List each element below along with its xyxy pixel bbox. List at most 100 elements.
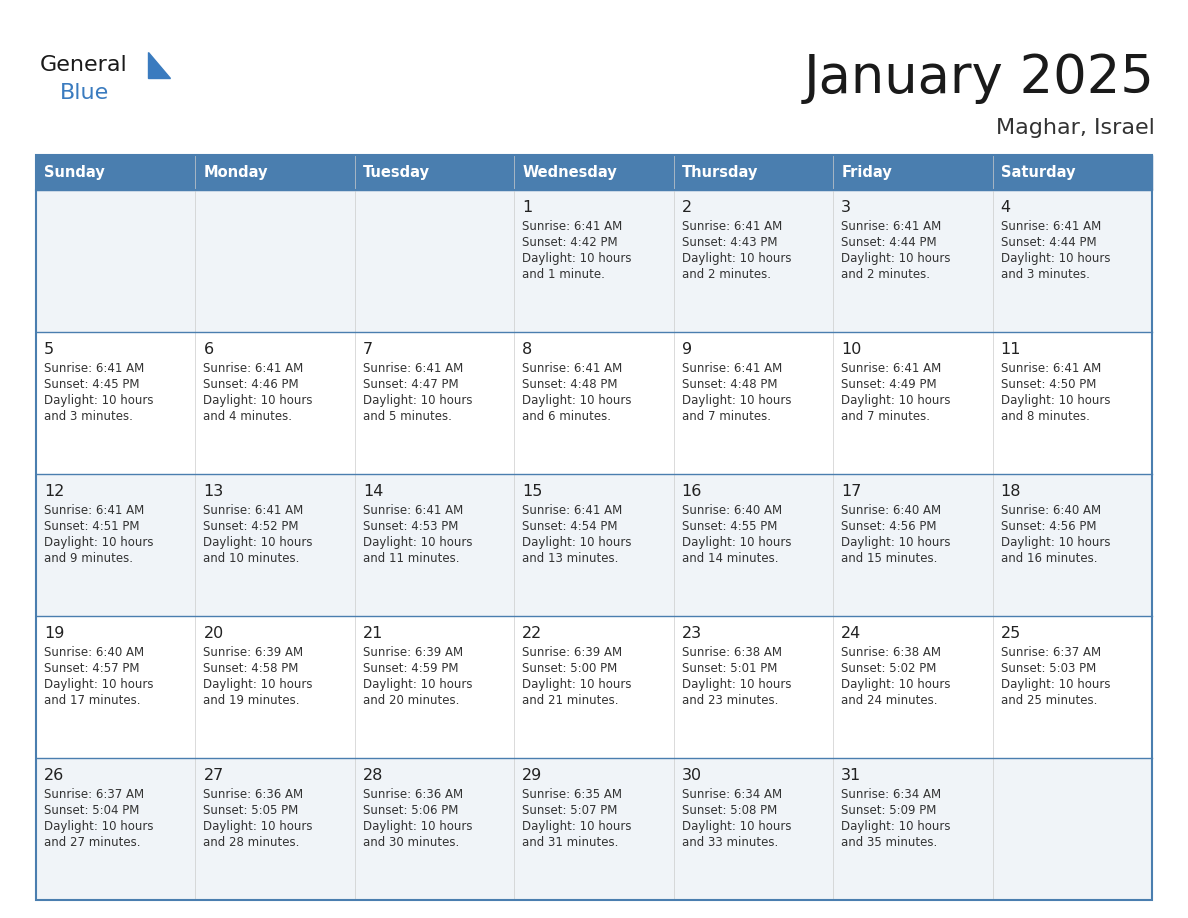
FancyBboxPatch shape (833, 758, 992, 900)
Text: Wednesday: Wednesday (523, 165, 617, 180)
Text: Sunrise: 6:41 AM
Sunset: 4:52 PM
Daylight: 10 hours
and 10 minutes.: Sunrise: 6:41 AM Sunset: 4:52 PM Dayligh… (203, 504, 312, 565)
FancyBboxPatch shape (992, 155, 1152, 190)
Text: Sunrise: 6:41 AM
Sunset: 4:53 PM
Daylight: 10 hours
and 11 minutes.: Sunrise: 6:41 AM Sunset: 4:53 PM Dayligh… (362, 504, 473, 565)
Text: 25: 25 (1000, 626, 1020, 641)
Text: 19: 19 (44, 626, 64, 641)
Text: Sunrise: 6:41 AM
Sunset: 4:51 PM
Daylight: 10 hours
and 9 minutes.: Sunrise: 6:41 AM Sunset: 4:51 PM Dayligh… (44, 504, 153, 565)
Text: 16: 16 (682, 484, 702, 499)
Text: Monday: Monday (203, 165, 268, 180)
FancyBboxPatch shape (355, 332, 514, 474)
Text: 31: 31 (841, 768, 861, 783)
Text: 17: 17 (841, 484, 861, 499)
Text: 18: 18 (1000, 484, 1020, 499)
Text: 2: 2 (682, 200, 691, 215)
Text: 27: 27 (203, 768, 223, 783)
Text: 1: 1 (523, 200, 532, 215)
FancyBboxPatch shape (196, 616, 355, 758)
Text: General: General (40, 55, 128, 75)
Text: 9: 9 (682, 342, 691, 357)
FancyBboxPatch shape (514, 332, 674, 474)
FancyBboxPatch shape (992, 758, 1152, 900)
Text: 23: 23 (682, 626, 702, 641)
Text: Sunrise: 6:41 AM
Sunset: 4:44 PM
Daylight: 10 hours
and 3 minutes.: Sunrise: 6:41 AM Sunset: 4:44 PM Dayligh… (1000, 220, 1110, 281)
Text: 20: 20 (203, 626, 223, 641)
Text: Sunrise: 6:41 AM
Sunset: 4:44 PM
Daylight: 10 hours
and 2 minutes.: Sunrise: 6:41 AM Sunset: 4:44 PM Dayligh… (841, 220, 950, 281)
Text: 24: 24 (841, 626, 861, 641)
FancyBboxPatch shape (196, 190, 355, 332)
FancyBboxPatch shape (674, 758, 833, 900)
Text: 6: 6 (203, 342, 214, 357)
Text: 29: 29 (523, 768, 543, 783)
FancyBboxPatch shape (196, 474, 355, 616)
FancyBboxPatch shape (36, 616, 196, 758)
FancyBboxPatch shape (196, 155, 355, 190)
Text: Sunrise: 6:41 AM
Sunset: 4:46 PM
Daylight: 10 hours
and 4 minutes.: Sunrise: 6:41 AM Sunset: 4:46 PM Dayligh… (203, 362, 312, 423)
Text: Sunrise: 6:40 AM
Sunset: 4:56 PM
Daylight: 10 hours
and 15 minutes.: Sunrise: 6:40 AM Sunset: 4:56 PM Dayligh… (841, 504, 950, 565)
FancyBboxPatch shape (992, 474, 1152, 616)
FancyBboxPatch shape (833, 474, 992, 616)
FancyBboxPatch shape (355, 190, 514, 332)
FancyBboxPatch shape (674, 332, 833, 474)
FancyBboxPatch shape (36, 190, 196, 332)
FancyBboxPatch shape (992, 190, 1152, 332)
Text: Friday: Friday (841, 165, 892, 180)
FancyBboxPatch shape (674, 474, 833, 616)
Text: Sunrise: 6:41 AM
Sunset: 4:48 PM
Daylight: 10 hours
and 6 minutes.: Sunrise: 6:41 AM Sunset: 4:48 PM Dayligh… (523, 362, 632, 423)
FancyBboxPatch shape (833, 332, 992, 474)
FancyBboxPatch shape (514, 155, 674, 190)
Text: Sunrise: 6:36 AM
Sunset: 5:06 PM
Daylight: 10 hours
and 30 minutes.: Sunrise: 6:36 AM Sunset: 5:06 PM Dayligh… (362, 788, 473, 849)
FancyBboxPatch shape (36, 332, 196, 474)
FancyBboxPatch shape (514, 758, 674, 900)
Text: 12: 12 (44, 484, 64, 499)
Text: Sunrise: 6:41 AM
Sunset: 4:50 PM
Daylight: 10 hours
and 8 minutes.: Sunrise: 6:41 AM Sunset: 4:50 PM Dayligh… (1000, 362, 1110, 423)
Text: 21: 21 (362, 626, 384, 641)
Text: Sunrise: 6:40 AM
Sunset: 4:57 PM
Daylight: 10 hours
and 17 minutes.: Sunrise: 6:40 AM Sunset: 4:57 PM Dayligh… (44, 646, 153, 707)
FancyBboxPatch shape (36, 474, 196, 616)
Text: January 2025: January 2025 (804, 52, 1155, 104)
Text: Thursday: Thursday (682, 165, 758, 180)
FancyBboxPatch shape (674, 190, 833, 332)
FancyBboxPatch shape (674, 616, 833, 758)
Text: Sunrise: 6:38 AM
Sunset: 5:01 PM
Daylight: 10 hours
and 23 minutes.: Sunrise: 6:38 AM Sunset: 5:01 PM Dayligh… (682, 646, 791, 707)
Text: Sunrise: 6:34 AM
Sunset: 5:08 PM
Daylight: 10 hours
and 33 minutes.: Sunrise: 6:34 AM Sunset: 5:08 PM Dayligh… (682, 788, 791, 849)
Text: Sunrise: 6:41 AM
Sunset: 4:43 PM
Daylight: 10 hours
and 2 minutes.: Sunrise: 6:41 AM Sunset: 4:43 PM Dayligh… (682, 220, 791, 281)
Text: Sunrise: 6:41 AM
Sunset: 4:45 PM
Daylight: 10 hours
and 3 minutes.: Sunrise: 6:41 AM Sunset: 4:45 PM Dayligh… (44, 362, 153, 423)
Text: Sunrise: 6:41 AM
Sunset: 4:48 PM
Daylight: 10 hours
and 7 minutes.: Sunrise: 6:41 AM Sunset: 4:48 PM Dayligh… (682, 362, 791, 423)
Text: Sunrise: 6:36 AM
Sunset: 5:05 PM
Daylight: 10 hours
and 28 minutes.: Sunrise: 6:36 AM Sunset: 5:05 PM Dayligh… (203, 788, 312, 849)
FancyBboxPatch shape (833, 616, 992, 758)
Text: Sunrise: 6:37 AM
Sunset: 5:03 PM
Daylight: 10 hours
and 25 minutes.: Sunrise: 6:37 AM Sunset: 5:03 PM Dayligh… (1000, 646, 1110, 707)
Text: Sunrise: 6:41 AM
Sunset: 4:49 PM
Daylight: 10 hours
and 7 minutes.: Sunrise: 6:41 AM Sunset: 4:49 PM Dayligh… (841, 362, 950, 423)
Text: 11: 11 (1000, 342, 1020, 357)
Text: Sunrise: 6:38 AM
Sunset: 5:02 PM
Daylight: 10 hours
and 24 minutes.: Sunrise: 6:38 AM Sunset: 5:02 PM Dayligh… (841, 646, 950, 707)
Text: Sunrise: 6:39 AM
Sunset: 5:00 PM
Daylight: 10 hours
and 21 minutes.: Sunrise: 6:39 AM Sunset: 5:00 PM Dayligh… (523, 646, 632, 707)
FancyBboxPatch shape (196, 332, 355, 474)
FancyBboxPatch shape (514, 616, 674, 758)
FancyBboxPatch shape (514, 474, 674, 616)
Text: 7: 7 (362, 342, 373, 357)
Text: Maghar, Israel: Maghar, Israel (996, 118, 1155, 138)
Text: Sunrise: 6:34 AM
Sunset: 5:09 PM
Daylight: 10 hours
and 35 minutes.: Sunrise: 6:34 AM Sunset: 5:09 PM Dayligh… (841, 788, 950, 849)
Text: 4: 4 (1000, 200, 1011, 215)
Text: Sunrise: 6:40 AM
Sunset: 4:56 PM
Daylight: 10 hours
and 16 minutes.: Sunrise: 6:40 AM Sunset: 4:56 PM Dayligh… (1000, 504, 1110, 565)
FancyBboxPatch shape (355, 616, 514, 758)
Text: Sunrise: 6:37 AM
Sunset: 5:04 PM
Daylight: 10 hours
and 27 minutes.: Sunrise: 6:37 AM Sunset: 5:04 PM Dayligh… (44, 788, 153, 849)
FancyBboxPatch shape (36, 758, 196, 900)
Text: 13: 13 (203, 484, 223, 499)
Text: 8: 8 (523, 342, 532, 357)
Text: 3: 3 (841, 200, 851, 215)
Text: 22: 22 (523, 626, 543, 641)
Text: 28: 28 (362, 768, 384, 783)
FancyBboxPatch shape (196, 758, 355, 900)
FancyBboxPatch shape (355, 155, 514, 190)
Text: 5: 5 (44, 342, 55, 357)
Text: Sunrise: 6:41 AM
Sunset: 4:47 PM
Daylight: 10 hours
and 5 minutes.: Sunrise: 6:41 AM Sunset: 4:47 PM Dayligh… (362, 362, 473, 423)
Text: Sunrise: 6:35 AM
Sunset: 5:07 PM
Daylight: 10 hours
and 31 minutes.: Sunrise: 6:35 AM Sunset: 5:07 PM Dayligh… (523, 788, 632, 849)
FancyBboxPatch shape (36, 155, 196, 190)
Text: Sunrise: 6:39 AM
Sunset: 4:58 PM
Daylight: 10 hours
and 19 minutes.: Sunrise: 6:39 AM Sunset: 4:58 PM Dayligh… (203, 646, 312, 707)
Text: Blue: Blue (61, 83, 109, 103)
FancyBboxPatch shape (992, 616, 1152, 758)
Text: 15: 15 (523, 484, 543, 499)
Text: 14: 14 (362, 484, 384, 499)
FancyBboxPatch shape (833, 190, 992, 332)
Polygon shape (148, 52, 170, 78)
